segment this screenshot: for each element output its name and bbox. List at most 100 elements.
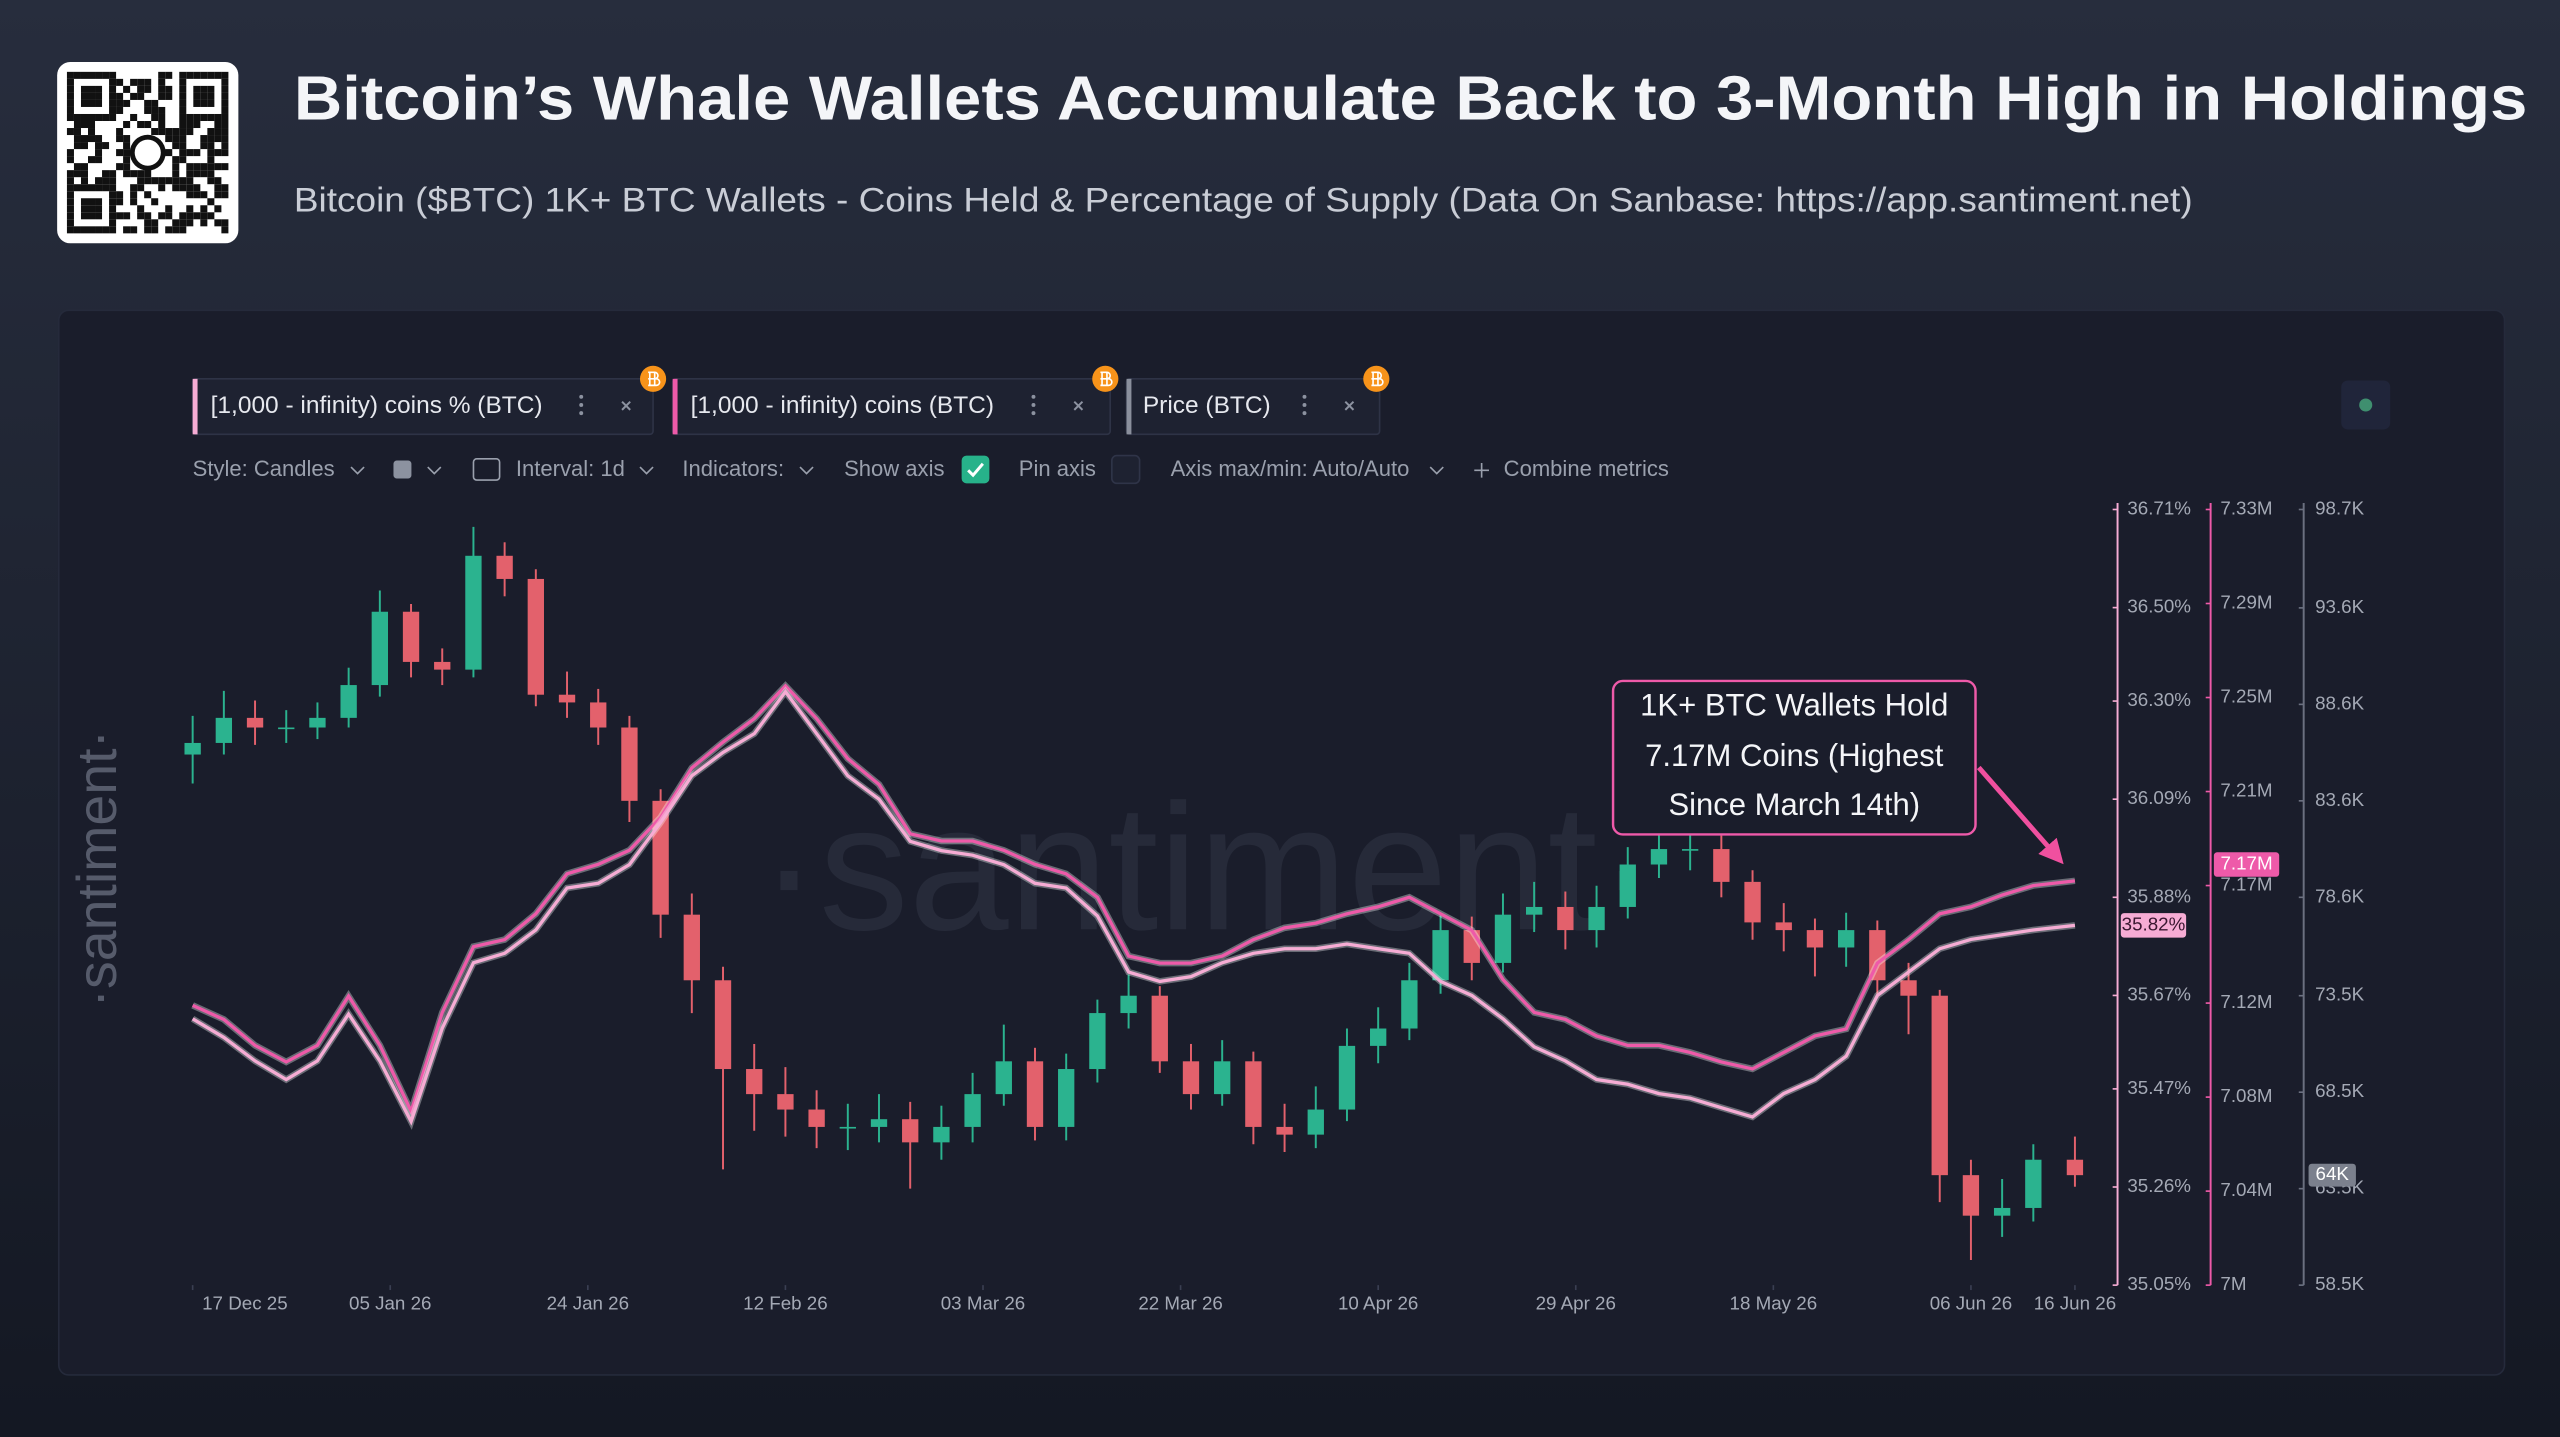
qr-cell: [137, 121, 145, 129]
qr-cell: [151, 113, 159, 122]
axis-tick-label: 36.09%: [2127, 787, 2191, 808]
candle-body: [434, 661, 451, 670]
qr-cell: [151, 198, 159, 206]
qr-cell: [165, 71, 173, 79]
qr-cell: [151, 106, 159, 114]
style-select[interactable]: Style: Candles: [193, 456, 335, 481]
qr-cell: [109, 212, 117, 220]
chevron: [350, 466, 365, 475]
qr-cell: [214, 135, 222, 143]
color-swatch[interactable]: [393, 460, 412, 479]
qr-cell: [109, 177, 117, 185]
qr-cell: [186, 219, 194, 227]
qr-cell: [193, 121, 201, 129]
qr-cell: [221, 128, 229, 136]
qr-cell: [221, 184, 229, 192]
qr-cell: [158, 92, 166, 100]
btc-badges: [640, 365, 1390, 392]
qr-cell: [186, 212, 194, 220]
qr-cell: [95, 99, 103, 107]
qr-cell: [200, 71, 208, 79]
candle-body: [2025, 1159, 2042, 1208]
last-price-badge: [2308, 1163, 2356, 1187]
qr-cell: [200, 113, 208, 122]
qr-cell: [158, 121, 166, 129]
qr-cell: [221, 163, 229, 171]
qr-cell: [214, 71, 222, 79]
qr-cell: [66, 226, 74, 234]
candle-body: [1338, 1045, 1356, 1110]
axis-tick-label: 36.50%: [2127, 596, 2191, 617]
qr-cell: [102, 170, 110, 178]
qr-cell: [200, 99, 208, 107]
qr-cell: [102, 113, 110, 122]
qr-cell: [66, 170, 74, 178]
qr-cell: [73, 170, 81, 178]
toolbar: Style: Candles Interval: 1d Indicators: …: [193, 454, 1669, 485]
tab-accent: [192, 378, 198, 435]
candle-body: [1993, 1207, 2011, 1216]
subtitle: Bitcoin ($BTC) 1K+ BTC Wallets - Coins H…: [294, 182, 2193, 220]
pin-axis-checkbox[interactable]: [1111, 454, 1141, 485]
qr-cell: [151, 219, 159, 227]
qr-cell: [109, 205, 117, 213]
candle-body: [1089, 1013, 1106, 1070]
candle-body: [1619, 864, 1636, 907]
qr-cell: [88, 135, 96, 143]
qr-cell: [109, 191, 117, 199]
axis-tick-label: 35.67%: [2127, 983, 2191, 1004]
tab-close-icons[interactable]: [621, 401, 1355, 411]
qr-cell: [186, 170, 194, 178]
qr-cell: [73, 226, 81, 234]
qr-cell: [116, 163, 124, 171]
qr-cell: [214, 113, 222, 122]
qr-cell: [200, 142, 208, 150]
candle-body: [1276, 1126, 1293, 1135]
axis-tick-label: 68.5K: [2315, 1080, 2365, 1101]
qr-cell: [221, 121, 229, 129]
candle-body: [246, 717, 264, 728]
interval-select[interactable]: Interval: 1d: [516, 456, 625, 481]
checkmark: [967, 462, 984, 478]
candle-body: [1588, 906, 1605, 931]
qr-cell: [193, 92, 201, 100]
qr-cell: [116, 99, 124, 107]
qr-cell: [66, 92, 74, 100]
qr-cell: [109, 198, 117, 206]
show-axis-checkbox[interactable]: [961, 455, 990, 484]
show-axis-label: Show axis: [844, 456, 944, 481]
qr-cell: [207, 135, 215, 143]
qr-cell: [80, 170, 88, 178]
qr-cell: [88, 205, 96, 213]
candle-body: [1713, 849, 1730, 882]
axis-tick-label: 36.71%: [2127, 497, 2191, 518]
qr-cell: [95, 198, 103, 206]
qr-cell: [179, 177, 187, 185]
candle-body: [371, 611, 389, 686]
candle-body: [496, 555, 513, 579]
qr-cell: [73, 71, 81, 79]
qr-cell: [102, 226, 110, 234]
combine-metrics[interactable]: Combine metrics: [1504, 456, 1669, 481]
qr-cell: [66, 191, 74, 199]
qr-cell: [221, 219, 229, 227]
x-tick-label: 05 Jan 26: [349, 1293, 431, 1314]
qr-cell: [80, 99, 88, 107]
qr-cell: [109, 113, 117, 122]
indicators-select[interactable]: Indicators:: [682, 456, 784, 481]
qr-cell: [95, 71, 103, 79]
tab-label: [1,000 - infinity) coins (BTC): [691, 392, 994, 419]
pin-axis-label: Pin axis: [1019, 456, 1096, 481]
x-tick-label: 22 Mar 26: [1138, 1293, 1222, 1314]
qr-cell: [123, 99, 131, 107]
qr-cell: [137, 85, 145, 93]
qr-cell: [137, 212, 145, 220]
qr-cell: [66, 149, 74, 157]
axis-minmax-select[interactable]: Axis max/min: Auto/Auto: [1171, 456, 1410, 481]
qr-cell: [116, 78, 124, 86]
qr-cell: [151, 226, 159, 234]
qr-cell: [73, 163, 81, 171]
calendar-icon: [472, 458, 501, 481]
qr-cell: [165, 149, 173, 157]
candle-body: [1370, 1028, 1387, 1046]
